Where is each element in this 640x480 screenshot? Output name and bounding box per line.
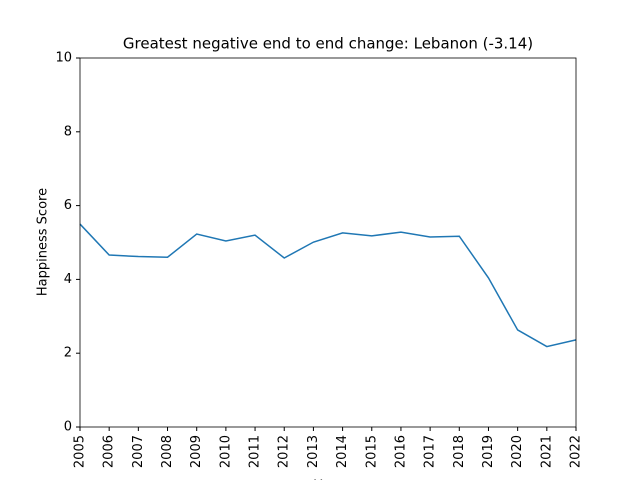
x-tick-label: 2012 bbox=[277, 435, 292, 468]
y-axis-label: Happiness Score bbox=[36, 188, 51, 296]
line bbox=[79, 223, 577, 348]
chart-title: Greatest negative end to end change: Leb… bbox=[123, 35, 533, 53]
x-tick-label: 2005 bbox=[73, 435, 88, 468]
x-tick-label: 2018 bbox=[452, 435, 467, 468]
y-tick-label: 8 bbox=[64, 124, 72, 139]
y-tick-label: 10 bbox=[55, 51, 72, 66]
x-tick-label: 2022 bbox=[569, 435, 584, 468]
x-tick-label: 2015 bbox=[364, 435, 379, 468]
x-tick-label: 2009 bbox=[189, 435, 204, 468]
y-tick-label: 6 bbox=[64, 198, 72, 213]
x-tick-label: 2006 bbox=[102, 435, 117, 468]
y-tick-label: 0 bbox=[64, 420, 72, 435]
plot-frame bbox=[79, 57, 577, 428]
x-tick-label: 2007 bbox=[131, 435, 146, 468]
x-tick-label: 2011 bbox=[248, 435, 263, 468]
x-tick-label: 2010 bbox=[218, 435, 233, 468]
x-tick-label: 2014 bbox=[335, 435, 350, 468]
y-tick-label: 4 bbox=[64, 272, 72, 287]
x-tick-label: 2008 bbox=[160, 435, 175, 468]
y-tick-label: 2 bbox=[64, 346, 72, 361]
x-axis-label: Year bbox=[313, 479, 342, 480]
x-tick-label: 2016 bbox=[393, 435, 408, 468]
x-tick-label: 2017 bbox=[423, 435, 438, 468]
x-tick-label: 2013 bbox=[306, 435, 321, 468]
x-tick-label: 2020 bbox=[510, 435, 525, 468]
x-tick-label: 2021 bbox=[539, 435, 554, 468]
x-tick-label: 2019 bbox=[481, 435, 496, 468]
